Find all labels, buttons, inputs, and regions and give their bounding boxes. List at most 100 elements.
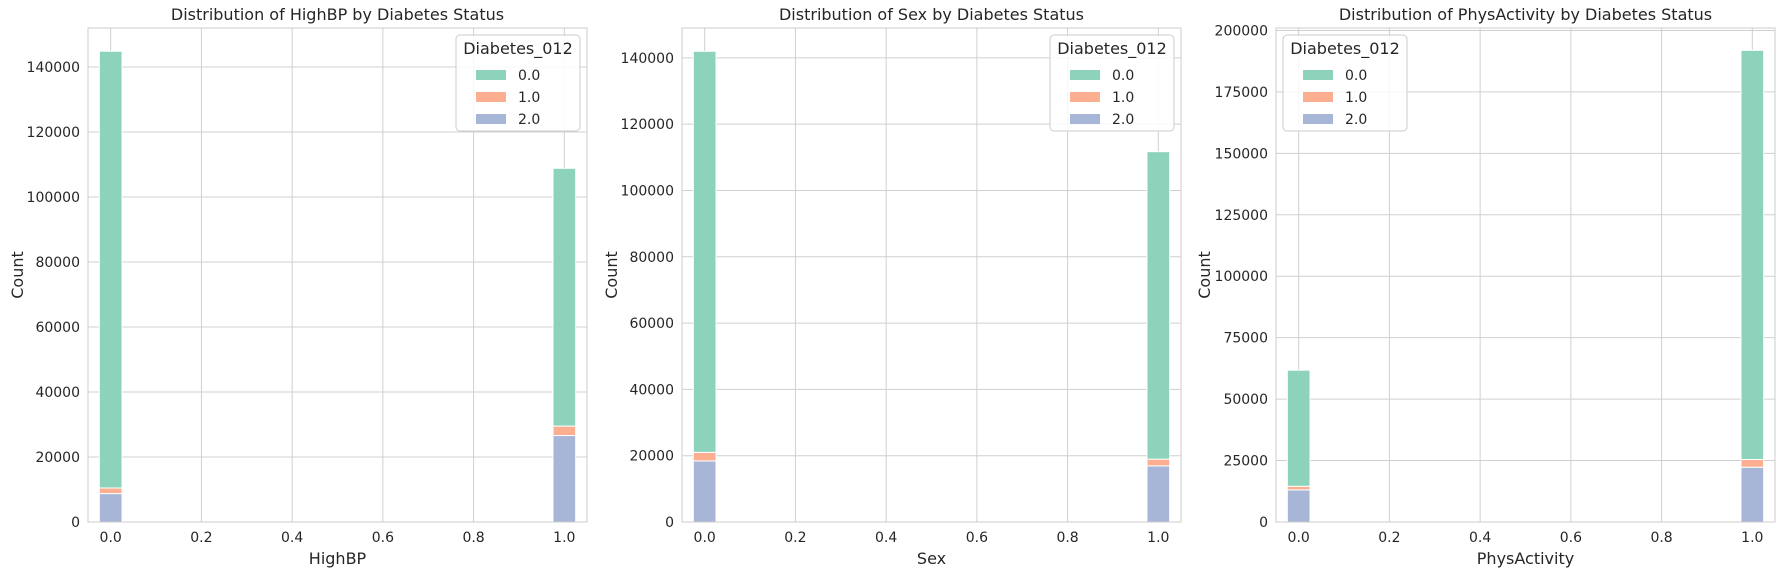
x-axis-label: PhysActivity: [1477, 549, 1574, 568]
x-tick-label: 0.0: [694, 530, 716, 546]
x-tick-label: 1.0: [1741, 530, 1763, 546]
x-tick-label: 1.0: [1147, 530, 1169, 546]
x-tick-label: 0.2: [784, 530, 806, 546]
y-tick-label: 0: [665, 515, 674, 531]
bar-segment-2-0-x0: [98, 493, 123, 523]
legend-swatch-1-0: [476, 92, 506, 102]
bar-segment-0-0-x0: [98, 50, 123, 489]
y-tick-label: 125000: [1215, 208, 1268, 224]
x-tick-label: 1.0: [553, 530, 575, 546]
x-tick-label: 0.8: [462, 530, 484, 546]
y-tick-label: 100000: [621, 183, 674, 199]
legend-label: 2.0: [518, 112, 540, 128]
legend: Diabetes_012 0.0 1.0 2.0: [1049, 34, 1175, 132]
y-tick-label: 80000: [35, 255, 80, 271]
legend-label: 1.0: [518, 90, 540, 106]
legend-swatch-2-0: [476, 114, 506, 124]
y-tick-label: 140000: [621, 51, 674, 67]
legend-swatch-0-0: [1070, 70, 1100, 80]
legend-label: 1.0: [1345, 90, 1367, 106]
x-tick-label: 0.2: [1378, 530, 1400, 546]
x-tick-label: 0.0: [100, 530, 122, 546]
x-tick-label: 0.8: [1056, 530, 1078, 546]
y-tick-label: 40000: [629, 382, 674, 398]
legend-box: [455, 34, 581, 132]
y-tick-label: 0: [1259, 515, 1268, 531]
y-tick-label: 100000: [1215, 269, 1268, 285]
bar-segment-1-0-x1: [1740, 459, 1765, 468]
x-tick-label: 0.4: [1469, 530, 1491, 546]
y-axis-label: Count: [602, 251, 621, 299]
legend: Diabetes_012 0.0 1.0 2.0: [1282, 34, 1408, 132]
bar-segment-0-0-x1: [1146, 151, 1171, 460]
plot-frame: [681, 27, 1182, 523]
legend-label: 0.0: [1112, 68, 1134, 84]
chart-title: Distribution of HighBP by Diabetes Statu…: [171, 5, 504, 24]
x-tick-label: 0.4: [281, 530, 303, 546]
y-tick-label: 120000: [27, 125, 80, 141]
chart-physactivity: 0.0 0.2 0.4 0.6 0.8 1.0 0 25000 50000 75000 100000…: [1195, 5, 1776, 568]
plot-frame: [1275, 27, 1776, 523]
x-axis-label: HighBP: [309, 549, 367, 568]
legend-box: [1049, 34, 1175, 132]
legend-swatch-0-0: [476, 70, 506, 80]
y-tick-label: 25000: [1223, 454, 1268, 470]
x-tick-label: 0.4: [875, 530, 897, 546]
y-tick-label: 120000: [621, 117, 674, 133]
legend-swatch-2-0: [1303, 114, 1333, 124]
legend-title: Diabetes_012: [1290, 39, 1400, 59]
x-tick-label: 0.2: [190, 530, 212, 546]
y-tick-label: 150000: [1215, 146, 1268, 162]
y-tick-label: 60000: [629, 316, 674, 332]
y-tick-label: 60000: [35, 320, 80, 336]
legend-swatch-0-0: [1303, 70, 1333, 80]
legend: Diabetes_012 0.0 1.0 2.0: [455, 34, 581, 132]
legend-swatch-2-0: [1070, 114, 1100, 124]
y-tick-label: 100000: [27, 190, 80, 206]
bar-segment-1-0-x0: [98, 487, 123, 495]
bar-segment-0-0-x1: [552, 167, 577, 427]
legend-swatch-1-0: [1303, 92, 1333, 102]
bar-segment-1-0-x1: [1146, 458, 1171, 467]
bar-segment-2-0-x0: [692, 460, 717, 523]
y-tick-label: 175000: [1215, 85, 1268, 101]
bar-segment-2-0-x1: [552, 435, 577, 523]
bar-segment-0-0-x0: [1286, 369, 1311, 487]
chart-title: Distribution of Sex by Diabetes Status: [779, 5, 1084, 24]
y-tick-label: 200000: [1215, 23, 1268, 39]
legend-box: [1282, 34, 1408, 132]
chart-highbp: 0.0 0.2 0.4 0.6 0.8 1.0 0 20000 40000 60000 80000 1…: [8, 5, 588, 568]
y-tick-label: 80000: [629, 250, 674, 266]
bar-segment-2-0-x0: [1286, 489, 1311, 523]
bar-segment-0-0-x1: [1740, 49, 1765, 461]
x-tick-label: 0.6: [372, 530, 394, 546]
legend-title: Diabetes_012: [463, 39, 573, 59]
y-tick-label: 20000: [629, 449, 674, 465]
plot-frame: [87, 27, 588, 523]
legend-label: 0.0: [1345, 68, 1367, 84]
bar-segment-2-0-x1: [1146, 465, 1171, 523]
chart-title: Distribution of PhysActivity by Diabetes…: [1339, 5, 1712, 24]
y-tick-label: 0: [71, 515, 80, 531]
y-tick-label: 140000: [27, 60, 80, 76]
legend-title: Diabetes_012: [1057, 39, 1167, 59]
x-tick-label: 0.6: [966, 530, 988, 546]
chart-sex: 0.0 0.2 0.4 0.6 0.8 1.0 0 20000 40000 60000 80000 1…: [602, 5, 1182, 568]
y-axis-label: Count: [1195, 251, 1214, 299]
bar-segment-1-0-x0: [1286, 485, 1311, 491]
legend-label: 0.0: [518, 68, 540, 84]
bar-segment-2-0-x1: [1740, 466, 1765, 523]
bar-segment-1-0-x1: [552, 425, 577, 437]
bar-segment-0-0-x0: [692, 50, 717, 453]
x-tick-label: 0.8: [1650, 530, 1672, 546]
bar-segment-1-0-x0: [692, 451, 717, 462]
legend-label: 2.0: [1112, 112, 1134, 128]
y-tick-label: 75000: [1223, 331, 1268, 347]
y-tick-label: 50000: [1223, 392, 1268, 408]
x-axis-label: Sex: [917, 549, 946, 568]
x-tick-label: 0.6: [1560, 530, 1582, 546]
legend-label: 1.0: [1112, 90, 1134, 106]
y-axis-label: Count: [8, 251, 27, 299]
legend-label: 2.0: [1345, 112, 1367, 128]
